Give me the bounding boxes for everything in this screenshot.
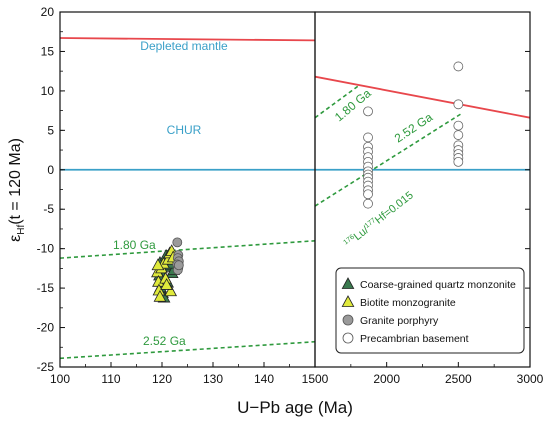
legend-marker-3 [342,332,354,344]
y-axis-title: εHf(t = 120 Ma) [7,138,27,242]
left-series-2-point-0 [172,237,183,248]
right-series-0-point-18 [453,130,464,140]
right-1-80-ga-label: 1.80 Ga [332,86,374,124]
y-tick-label-7: -15 [37,281,55,295]
right-ref-line-3 [315,113,462,207]
left-series-1-point-13 [160,278,173,290]
lu-hf-part2: Hf=0.015 [373,189,416,226]
legend-marker-2 [342,314,354,326]
y-tick-label-9: -25 [37,360,55,374]
left-panel-frame [59,11,316,368]
left-1-80-ga-label: 1.80 Ga [113,238,156,252]
legend-marker-1 [341,295,355,307]
left-2-52-ga-label: 2.52 Ga [143,334,186,348]
y-axis-title-rest: (t = 120 Ma) [7,138,24,225]
y-tick-label-4: 0 [47,163,54,177]
depleted-mantle-label: Depleted mantle [140,39,228,53]
y-axis-title-epsilon: ε [7,235,24,242]
y-tick-label-1: 15 [41,44,55,58]
lu-hf-annotation: 176Lu/177Hf=0.015 [342,189,415,250]
legend-label-3: Precambrian basement [360,333,469,345]
right-series-0-point-14 [363,198,373,209]
right-series-0-point-15 [453,61,464,72]
legend-label-0: Coarse-grained quartz monzonite [360,279,516,291]
right-series-0-point-16 [453,99,464,110]
left-x-tick-label-4: 140 [254,372,274,386]
x-axis-title: U−Pb age (Ma) [237,398,353,417]
y-tick-label-8: -20 [37,321,55,335]
left-series-1-point-12 [151,258,165,271]
right-x-tick-label-3: 3000 [517,372,544,386]
legend: Coarse-grained quartz monzonite Biotite m… [335,267,525,354]
right-2-52-ga-label: 2.52 Ga [392,110,435,146]
right-x-tick-label-0: 1500 [302,372,329,386]
y-tick-label-2: 10 [41,84,55,98]
left-x-tick-label-0: 100 [50,372,70,386]
y-tick-label-6: -10 [37,242,55,256]
y-tick-label-3: 5 [47,123,54,137]
right-ref-line-2 [315,85,359,119]
y-axis-title-sub: Hf [16,225,27,235]
right-ref-line-0 [315,75,530,119]
right-series-0-point-23 [453,156,464,167]
left-x-tick-label-3: 130 [203,372,223,386]
right-x-tick-label-1: 2000 [373,372,400,386]
left-x-tick-label-1: 110 [101,372,120,386]
left-series-1-point-11 [164,284,178,297]
left-ref-line-3 [60,340,315,360]
legend-box [335,267,525,354]
left-ref-line-0 [60,37,315,42]
right-plot-area [315,61,530,209]
legend-marker-0 [341,277,355,289]
left-series-1-point-3 [153,289,167,302]
right-series-0-point-0 [363,106,373,117]
legend-label-2: Granite porphyry [360,315,439,327]
left-plot-area [60,37,315,360]
y-tick-label-0: 20 [41,5,55,19]
left-series-2-point-7 [173,260,184,271]
legend-label-1: Biotite monzogranite [360,297,456,309]
right-series-0-point-17 [453,120,464,131]
chur-label: CHUR [167,123,202,137]
right-x-tick-label-2: 2500 [445,372,472,386]
right-series-0-point-13 [363,189,373,200]
right-series-0-point-1 [363,132,373,143]
left-x-tick-label-2: 120 [152,372,172,386]
y-tick-label-5: -5 [43,202,54,216]
left-ref-line-2 [60,239,315,259]
